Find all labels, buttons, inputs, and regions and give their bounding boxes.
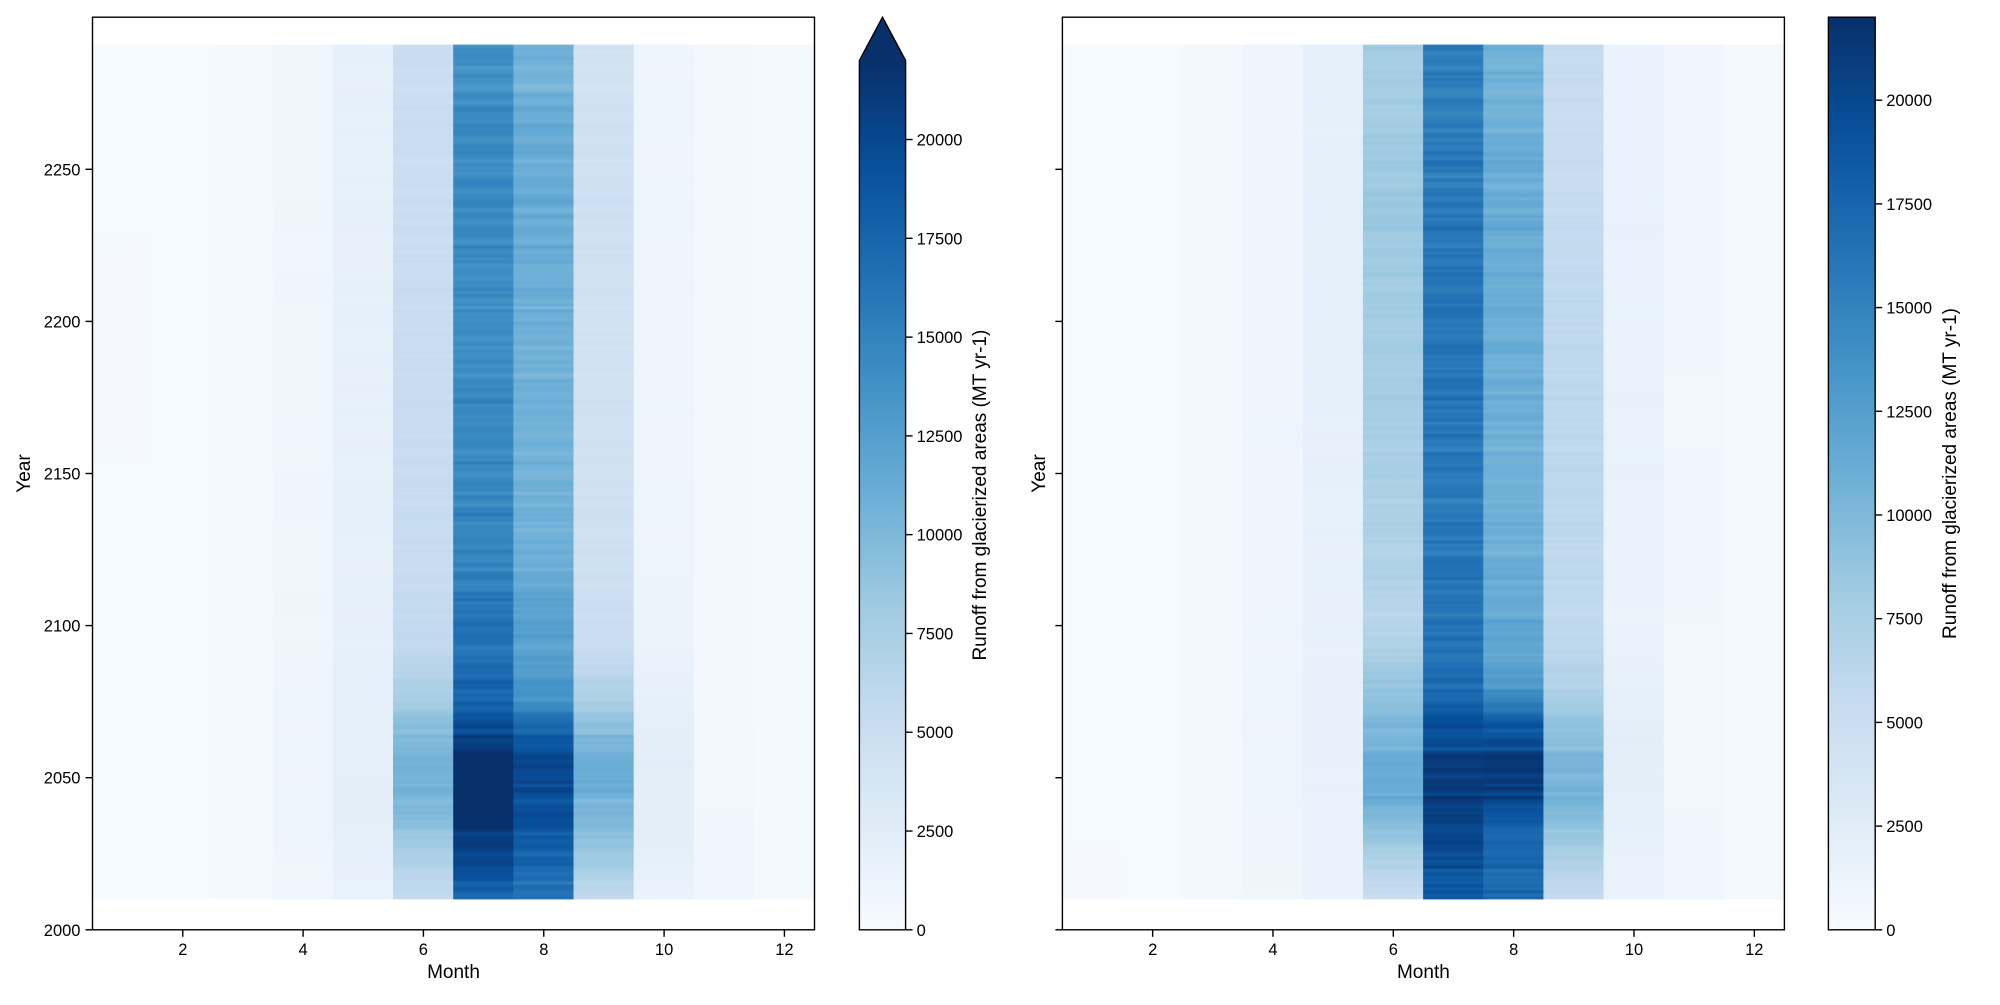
- svg-text:2: 2: [1148, 941, 1157, 959]
- svg-text:Runoff from glacierized areas: Runoff from glacierized areas (MT yr-1): [1940, 308, 1961, 639]
- svg-text:2050: 2050: [44, 770, 81, 788]
- svg-text:12: 12: [1745, 941, 1763, 959]
- svg-text:8: 8: [539, 941, 548, 959]
- svg-text:17500: 17500: [1886, 196, 1932, 214]
- svg-text:2000: 2000: [44, 922, 81, 940]
- svg-text:20000: 20000: [917, 132, 963, 150]
- svg-text:Month: Month: [427, 962, 480, 983]
- svg-text:2200: 2200: [44, 313, 81, 331]
- svg-text:6: 6: [1389, 941, 1398, 959]
- svg-text:12: 12: [775, 941, 793, 959]
- svg-text:15000: 15000: [1886, 300, 1932, 318]
- svg-text:2100: 2100: [44, 618, 81, 636]
- svg-text:Year: Year: [14, 454, 35, 493]
- svg-text:10: 10: [655, 941, 673, 959]
- svg-text:0: 0: [917, 922, 926, 940]
- svg-text:5000: 5000: [1886, 714, 1923, 732]
- svg-text:2: 2: [178, 941, 187, 959]
- svg-text:10000: 10000: [1886, 507, 1932, 525]
- svg-text:4: 4: [299, 941, 308, 959]
- svg-text:2150: 2150: [44, 466, 81, 484]
- svg-text:2250: 2250: [44, 161, 81, 179]
- svg-text:10000: 10000: [917, 527, 963, 545]
- svg-text:12500: 12500: [1886, 403, 1932, 421]
- svg-text:Month: Month: [1397, 962, 1450, 983]
- svg-text:7500: 7500: [917, 625, 954, 643]
- svg-text:Year: Year: [1029, 454, 1050, 493]
- svg-text:17500: 17500: [917, 230, 963, 248]
- svg-text:5000: 5000: [917, 724, 954, 742]
- svg-text:2500: 2500: [1886, 818, 1923, 836]
- svg-text:7500: 7500: [1886, 611, 1923, 629]
- svg-text:0: 0: [1886, 922, 1895, 940]
- svg-text:Runoff from glacierized areas: Runoff from glacierized areas (MT yr-1): [970, 330, 991, 661]
- svg-text:10: 10: [1625, 941, 1643, 959]
- svg-text:15000: 15000: [917, 329, 963, 347]
- svg-text:20000: 20000: [1886, 92, 1932, 110]
- svg-text:4: 4: [1268, 941, 1277, 959]
- svg-text:8: 8: [1509, 941, 1518, 959]
- svg-text:6: 6: [419, 941, 428, 959]
- svg-text:2500: 2500: [917, 823, 954, 841]
- svg-text:12500: 12500: [917, 428, 963, 446]
